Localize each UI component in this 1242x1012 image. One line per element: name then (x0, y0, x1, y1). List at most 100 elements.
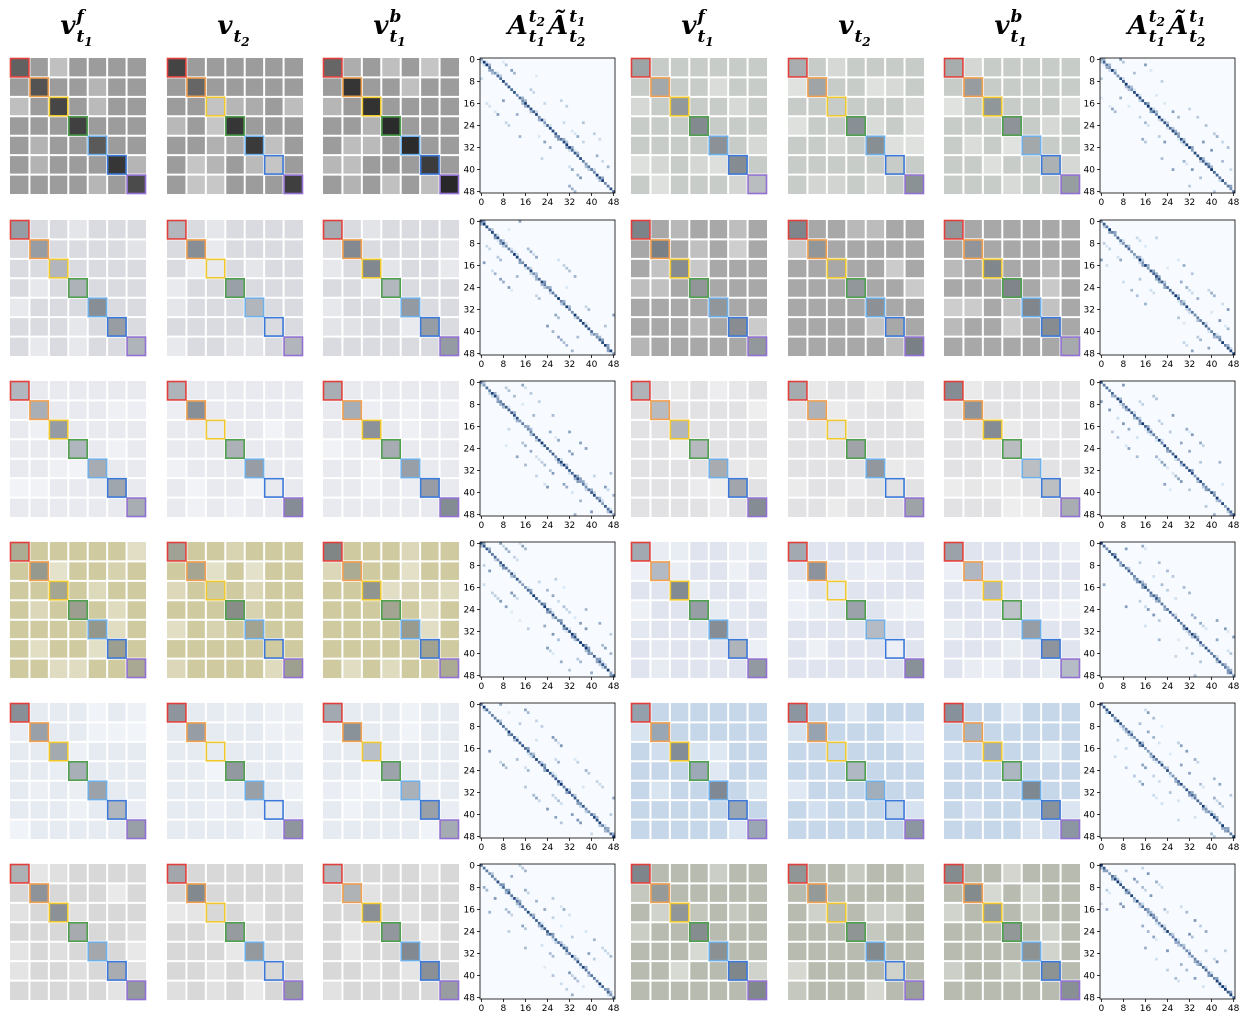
header-symbol: Ã (545, 9, 568, 41)
heatmap-cell (1224, 985, 1227, 988)
heatmap-cell (1155, 398, 1158, 401)
heatmap-cell (1139, 780, 1142, 783)
x-tick-label: 0 (1099, 360, 1105, 370)
y-tick-label: 8 (469, 77, 475, 87)
patch-texture (420, 781, 439, 800)
heatmap-cell (494, 234, 497, 237)
image-panel (631, 864, 767, 1000)
patch-texture (401, 420, 420, 439)
patch-texture (342, 439, 361, 458)
heatmap-cell (598, 499, 601, 502)
heatmap-cell (1172, 775, 1175, 778)
patch-texture (29, 639, 48, 658)
y-tick-label: 48 (1084, 511, 1096, 521)
patch-texture (362, 883, 381, 902)
heatmap-cell (552, 611, 555, 614)
patch-texture (206, 155, 225, 174)
heatmap-cell (1122, 77, 1125, 80)
heatmap-cell (590, 330, 593, 333)
heatmap-cell (1158, 439, 1161, 442)
heatmap-cell (563, 908, 566, 911)
patch-texture (788, 600, 807, 619)
heatmap-cell (543, 286, 546, 289)
heatmap-cell (505, 83, 508, 86)
patch-highlight (866, 298, 885, 317)
heatmap-cell (1229, 669, 1232, 672)
heatmap-cell (519, 722, 522, 725)
x-tick-label: 16 (1140, 521, 1152, 531)
heatmap-cell (590, 813, 593, 816)
patch-texture (1002, 864, 1021, 883)
heatmap-cell (1133, 575, 1136, 578)
patch-texture (10, 298, 29, 317)
heatmap-cell (1169, 289, 1172, 292)
heatmap-cell (1213, 513, 1216, 516)
heatmap-cell (513, 575, 516, 578)
heatmap-cell (1177, 116, 1180, 119)
heatmap-cell (1117, 256, 1120, 259)
heatmap-cell (524, 444, 527, 447)
patch-texture (381, 58, 400, 77)
heatmap-cell (1106, 709, 1109, 712)
heatmap-cell (1128, 88, 1131, 91)
patch-highlight (440, 498, 459, 517)
heatmap-cell (1218, 499, 1221, 502)
heatmap-cell (563, 303, 566, 306)
heatmap-cell (1180, 442, 1183, 445)
heatmap-cell (1202, 322, 1205, 325)
heatmap-cell (1106, 64, 1109, 67)
heatmap-cell (582, 160, 585, 163)
patch-highlight (29, 239, 48, 258)
x-tick-label: 8 (501, 360, 507, 370)
heatmap-cell (1188, 108, 1191, 111)
heatmap-cell (1133, 578, 1136, 581)
heatmap-cell (541, 944, 544, 947)
y-tick-label: 8 (1089, 561, 1095, 571)
patch-texture (206, 922, 225, 941)
heatmap-cell (1174, 458, 1177, 461)
patch-texture (788, 478, 807, 497)
patch-highlight (709, 942, 728, 961)
heatmap-cell (1163, 119, 1166, 122)
heatmap-cell (1221, 341, 1224, 344)
heatmap-cell (549, 611, 552, 614)
heatmap-cell (1172, 472, 1175, 475)
heatmap-cell (1139, 259, 1142, 262)
y-tick-label: 48 (1084, 994, 1096, 1004)
patch-highlight (1002, 116, 1021, 135)
header-script: 2 (536, 15, 545, 29)
heatmap-cell (497, 239, 500, 242)
heatmap-cell (1161, 603, 1164, 606)
patch-texture (323, 317, 342, 336)
x-tick-label: 24 (542, 682, 554, 692)
heatmap-cell (582, 786, 585, 789)
y-tick-label: 48 (464, 511, 476, 521)
heatmap-cell (563, 121, 566, 124)
figure: vft1vt2vbt1At2t1Ãt1t2vft1vt2vbt1At2t1Ãt1… (0, 0, 1242, 1012)
heatmap-cell (530, 108, 533, 111)
heatmap-cell (1177, 477, 1180, 480)
heatmap-cell (1185, 969, 1188, 972)
patch-highlight (650, 722, 669, 741)
heatmap-cell (510, 894, 513, 897)
heatmap-cell (1152, 758, 1155, 761)
heatmap-cell (502, 764, 505, 767)
heatmap-cell (1191, 936, 1194, 939)
heatmap-cell (505, 444, 508, 447)
patch-texture (983, 478, 1002, 497)
heatmap-cell (604, 663, 607, 666)
x-tick-label: 32 (564, 1004, 575, 1012)
heatmap-cell (527, 267, 530, 270)
heatmap-cell (516, 559, 519, 562)
heatmap-cell (563, 483, 566, 486)
heatmap-cell (530, 433, 533, 436)
heatmap-cell (1136, 581, 1139, 584)
patch-texture (689, 903, 708, 922)
patch-highlight (29, 883, 48, 902)
heatmap-cell (1103, 583, 1106, 586)
x-tick-label: 8 (1121, 521, 1127, 531)
y-tick-label: 40 (1084, 650, 1096, 660)
heatmap-cell (1224, 949, 1227, 952)
patch-texture (323, 298, 342, 317)
patch-texture (401, 542, 420, 561)
